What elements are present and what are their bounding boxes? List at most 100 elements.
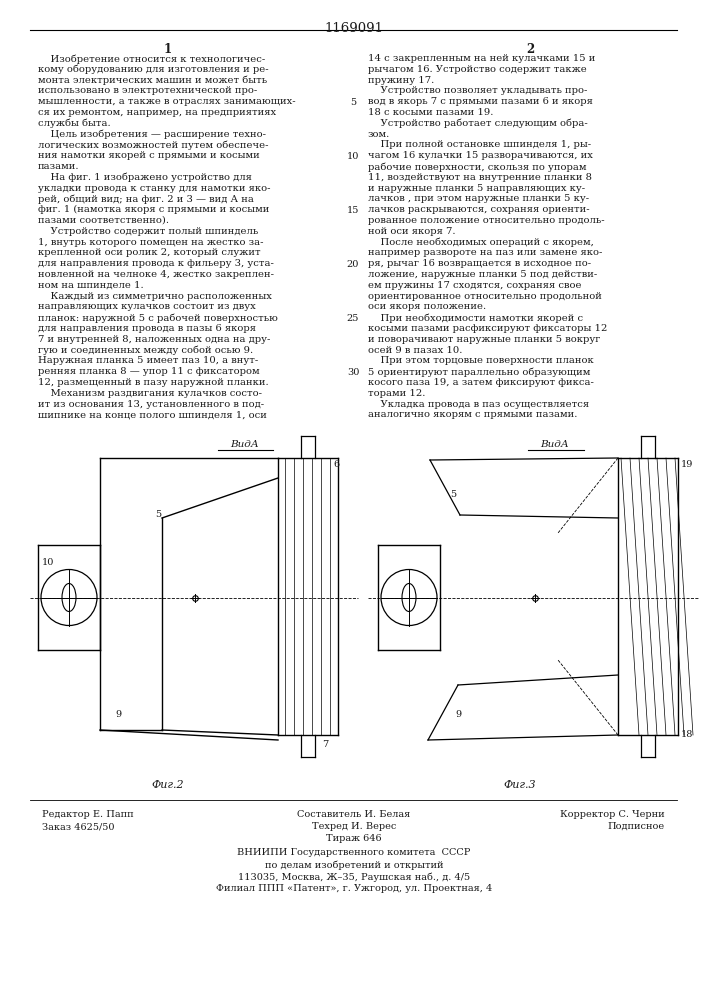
Text: ренняя планка 8 — упор 11 с фиксатором: ренняя планка 8 — упор 11 с фиксатором [38,367,259,376]
Text: ния намотки якорей с прямыми и косыми: ния намотки якорей с прямыми и косыми [38,151,259,160]
Text: планок: наружной 5 с рабочей поверхностью: планок: наружной 5 с рабочей поверхность… [38,313,278,323]
Text: Устройство содержит полый шпиндель: Устройство содержит полый шпиндель [38,227,258,236]
Text: Механизм раздвигания кулачков состо-: Механизм раздвигания кулачков состо- [38,389,262,398]
Text: 20: 20 [347,260,359,269]
Text: 14 с закрепленным на ней кулачками 15 и: 14 с закрепленным на ней кулачками 15 и [368,54,595,63]
Text: и поворачивают наружные планки 5 вокруг: и поворачивают наружные планки 5 вокруг [368,335,600,344]
Text: для направления провода в пазы 6 якоря: для направления провода в пазы 6 якоря [38,324,256,333]
Text: использовано в электротехнической про-: использовано в электротехнической про- [38,86,257,95]
Text: Корректор С. Черни: Корректор С. Черни [561,810,665,819]
Text: лачков , при этом наружные планки 5 ку-: лачков , при этом наружные планки 5 ку- [368,194,589,203]
Text: 25: 25 [347,314,359,323]
Text: 18 с косыми пазами 19.: 18 с косыми пазами 19. [368,108,493,117]
Text: Каждый из симметрично расположенных: Каждый из симметрично расположенных [38,292,272,301]
Text: кому оборудованию для изготовления и ре-: кому оборудованию для изготовления и ре- [38,65,269,74]
Text: направляющих кулачков состоит из двух: направляющих кулачков состоит из двух [38,302,256,311]
Text: При необходимости намотки якорей с: При необходимости намотки якорей с [368,313,583,323]
Text: ВНИИПИ Государственного комитета  СССР: ВНИИПИ Государственного комитета СССР [238,848,471,857]
Text: 5: 5 [155,510,161,519]
Text: 9: 9 [115,710,121,719]
Text: При полной остановке шпинделя 1, ры-: При полной остановке шпинделя 1, ры- [368,140,591,149]
Text: 5: 5 [350,98,356,107]
Text: 5: 5 [450,490,456,499]
Text: 10: 10 [42,558,54,567]
Text: 19: 19 [681,460,694,469]
Text: осей 9 в пазах 10.: осей 9 в пазах 10. [368,346,462,355]
Text: шипнике на конце полого шпинделя 1, оси: шипнике на конце полого шпинделя 1, оси [38,410,267,419]
Text: На фиг. 1 изображено устройство для: На фиг. 1 изображено устройство для [38,173,252,182]
Text: 12, размещенный в пазу наружной планки.: 12, размещенный в пазу наружной планки. [38,378,269,387]
Text: 1, внутрь которого помещен на жестко за-: 1, внутрь которого помещен на жестко за- [38,238,264,247]
Text: монта электрических машин и может быть: монта электрических машин и может быть [38,76,267,85]
Text: по делам изобретений и открытий: по делам изобретений и открытий [264,860,443,869]
Text: рабочие поверхности, скользя по упорам: рабочие поверхности, скользя по упорам [368,162,587,172]
Text: для направления провода к фильеру 3, уста-: для направления провода к фильеру 3, уст… [38,259,274,268]
Text: ВидА: ВидА [230,440,259,449]
Text: рей, общий вид; на фиг. 2 и 3 — вид А на: рей, общий вид; на фиг. 2 и 3 — вид А на [38,194,254,204]
Text: 113035, Москва, Ж–35, Раушская наб., д. 4/5: 113035, Москва, Ж–35, Раушская наб., д. … [238,872,470,882]
Text: косого паза 19, а затем фиксируют фикса-: косого паза 19, а затем фиксируют фикса- [368,378,594,387]
Text: логических возможностей путем обеспече-: логических возможностей путем обеспече- [38,140,269,150]
Text: рованное положение относительно продоль-: рованное положение относительно продоль- [368,216,604,225]
Text: укладки провода к станку для намотки яко-: укладки провода к станку для намотки яко… [38,184,271,193]
Text: Наружная планка 5 имеет паз 10, а внут-: Наружная планка 5 имеет паз 10, а внут- [38,356,258,365]
Text: 30: 30 [347,368,359,377]
Text: 1: 1 [164,43,172,56]
Text: Техред И. Верес: Техред И. Верес [312,822,396,831]
Text: Устройство работает следующим обра-: Устройство работает следующим обра- [368,119,588,128]
Text: ит из основания 13, установленного в под-: ит из основания 13, установленного в под… [38,400,264,409]
Text: Тираж 646: Тираж 646 [326,834,382,843]
Text: зом.: зом. [368,130,390,139]
Text: Заказ 4625/50: Заказ 4625/50 [42,822,115,831]
Text: 15: 15 [347,206,359,215]
Text: 7 и внутренней 8, наложенных одна на дру-: 7 и внутренней 8, наложенных одна на дру… [38,335,270,344]
Text: 2: 2 [526,43,534,56]
Text: ВидА: ВидА [541,440,569,449]
Text: Подписное: Подписное [608,822,665,831]
Text: ном на шпинделе 1.: ном на шпинделе 1. [38,281,144,290]
Ellipse shape [402,584,416,611]
Text: пазами соответственно).: пазами соответственно). [38,216,169,225]
Text: косыми пазами расфиксируют фиксаторы 12: косыми пазами расфиксируют фиксаторы 12 [368,324,607,333]
Text: 5 ориентируют параллельно образующим: 5 ориентируют параллельно образующим [368,367,590,377]
Text: Филиал ППП «Патент», г. Ужгород, ул. Проектная, 4: Филиал ППП «Патент», г. Ужгород, ул. Про… [216,884,492,893]
Text: ся их ремонтом, например, на предприятиях: ся их ремонтом, например, на предприятия… [38,108,276,117]
Text: 10: 10 [347,152,359,161]
Text: рычагом 16. Устройство содержит также: рычагом 16. Устройство содержит также [368,65,587,74]
Text: Составитель И. Белая: Составитель И. Белая [298,810,411,819]
Text: 7: 7 [322,740,328,749]
Text: Укладка провода в паз осуществляется: Укладка провода в паз осуществляется [368,400,589,409]
Text: ем пружины 17 сходятся, сохраняя свое: ем пружины 17 сходятся, сохраняя свое [368,281,581,290]
Text: Фиг.3: Фиг.3 [503,780,537,790]
Text: крепленной оси ролик 2, который служит: крепленной оси ролик 2, который служит [38,248,261,257]
Text: После необходимых операций с якорем,: После необходимых операций с якорем, [368,238,594,247]
Text: Редактор Е. Папп: Редактор Е. Папп [42,810,134,819]
Text: ложение, наружные планки 5 под действи-: ложение, наружные планки 5 под действи- [368,270,597,279]
Text: новленной на челноке 4, жестко закреплен-: новленной на челноке 4, жестко закреплен… [38,270,274,279]
Text: службы быта.: службы быта. [38,119,110,128]
Text: гую и соединенных между собой осью 9.: гую и соединенных между собой осью 9. [38,346,253,355]
Text: 18: 18 [681,730,694,739]
Text: оси якоря положение.: оси якоря положение. [368,302,486,311]
Text: вод в якорь 7 с прямыми пазами 6 и якоря: вод в якорь 7 с прямыми пазами 6 и якоря [368,97,593,106]
Text: 6: 6 [333,460,339,469]
Text: например развороте на паз или замене яко-: например развороте на паз или замене яко… [368,248,602,257]
Text: пазами.: пазами. [38,162,79,171]
Text: 9: 9 [455,710,461,719]
Text: Устройство позволяет укладывать про-: Устройство позволяет укладывать про- [368,86,588,95]
Text: Фиг.2: Фиг.2 [152,780,185,790]
Text: Цель изобретения — расширение техно-: Цель изобретения — расширение техно- [38,130,266,139]
Text: 11, воздействуют на внутренние планки 8: 11, воздействуют на внутренние планки 8 [368,173,592,182]
Ellipse shape [62,584,76,611]
Text: фиг. 1 (намотка якоря с прямыми и косыми: фиг. 1 (намотка якоря с прямыми и косыми [38,205,269,214]
Text: ориентированное относительно продольной: ориентированное относительно продольной [368,292,602,301]
Text: пружину 17.: пружину 17. [368,76,434,85]
Text: чагом 16 кулачки 15 разворачиваются, их: чагом 16 кулачки 15 разворачиваются, их [368,151,593,160]
Text: аналогично якорям с прямыми пазами.: аналогично якорям с прямыми пазами. [368,410,578,419]
Text: ря, рычаг 16 возвращается в исходное по-: ря, рычаг 16 возвращается в исходное по- [368,259,591,268]
Text: лачков раскрываются, сохраняя ориенти-: лачков раскрываются, сохраняя ориенти- [368,205,590,214]
Text: мышленности, а также в отраслях занимающих-: мышленности, а также в отраслях занимающ… [38,97,296,106]
Text: и наружные планки 5 направляющих ку-: и наружные планки 5 направляющих ку- [368,184,585,193]
Text: ной оси якоря 7.: ной оси якоря 7. [368,227,455,236]
Text: При этом торцовые поверхности планок: При этом торцовые поверхности планок [368,356,594,365]
